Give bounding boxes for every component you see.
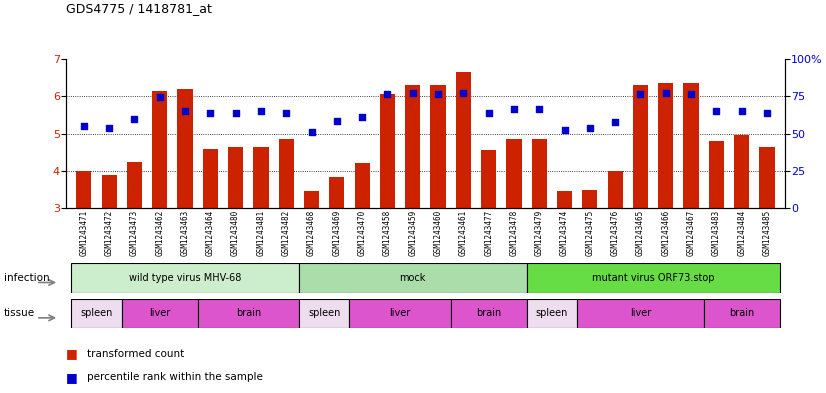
Text: brain: brain: [729, 309, 754, 318]
Bar: [71, 299, 121, 328]
Bar: [557, 191, 572, 208]
Bar: [299, 299, 349, 328]
Text: transformed count: transformed count: [87, 349, 184, 359]
Point: [355, 114, 368, 120]
Point: [406, 90, 420, 96]
Point: [457, 90, 470, 96]
Text: liver: liver: [149, 309, 170, 318]
Bar: [121, 299, 197, 328]
Point: [482, 110, 496, 116]
Text: mutant virus ORF73.stop: mutant virus ORF73.stop: [592, 273, 714, 283]
Point: [330, 118, 344, 124]
Bar: [633, 85, 648, 208]
Text: ■: ■: [66, 371, 78, 384]
Text: mock: mock: [400, 273, 426, 283]
Text: liver: liver: [630, 309, 651, 318]
Bar: [330, 176, 344, 208]
Bar: [102, 174, 116, 208]
Point: [229, 110, 242, 116]
Bar: [658, 83, 673, 208]
Point: [507, 106, 520, 112]
Point: [305, 129, 318, 135]
Text: brain: brain: [476, 309, 501, 318]
Bar: [608, 171, 623, 208]
Bar: [278, 139, 294, 208]
Text: GDS4775 / 1418781_at: GDS4775 / 1418781_at: [66, 2, 212, 15]
Bar: [582, 189, 597, 208]
Bar: [254, 147, 268, 208]
Bar: [152, 91, 168, 208]
Point: [178, 108, 192, 114]
Point: [609, 119, 622, 126]
Point: [533, 106, 546, 112]
Point: [659, 90, 672, 96]
Point: [204, 110, 217, 116]
Bar: [197, 299, 299, 328]
Bar: [304, 191, 319, 208]
Bar: [506, 139, 521, 208]
Point: [280, 110, 293, 116]
Bar: [451, 299, 527, 328]
Bar: [709, 141, 724, 208]
Bar: [299, 263, 527, 293]
Text: liver: liver: [390, 309, 411, 318]
Point: [102, 125, 116, 131]
Point: [153, 94, 166, 101]
Bar: [704, 299, 780, 328]
Bar: [76, 171, 92, 208]
Point: [77, 123, 90, 129]
Bar: [228, 147, 243, 208]
Bar: [734, 136, 749, 208]
Point: [381, 91, 394, 97]
Text: tissue: tissue: [4, 309, 36, 318]
Bar: [349, 299, 451, 328]
Bar: [683, 83, 699, 208]
Bar: [577, 299, 704, 328]
Point: [431, 91, 444, 97]
Text: spleen: spleen: [308, 309, 340, 318]
Text: spleen: spleen: [536, 309, 568, 318]
Text: brain: brain: [235, 309, 261, 318]
Point: [558, 127, 571, 133]
Bar: [527, 263, 780, 293]
Point: [583, 125, 596, 131]
Bar: [481, 151, 496, 208]
Point: [735, 108, 748, 114]
Bar: [380, 94, 395, 208]
Point: [685, 91, 698, 97]
Text: percentile rank within the sample: percentile rank within the sample: [87, 372, 263, 382]
Bar: [430, 85, 446, 208]
Text: wild type virus MHV-68: wild type virus MHV-68: [129, 273, 241, 283]
Bar: [456, 72, 471, 208]
Point: [128, 116, 141, 122]
Bar: [405, 85, 420, 208]
Bar: [71, 263, 299, 293]
Text: ■: ■: [66, 347, 78, 360]
Bar: [202, 149, 218, 208]
Bar: [354, 163, 370, 208]
Bar: [532, 139, 547, 208]
Bar: [178, 89, 192, 208]
Bar: [759, 147, 775, 208]
Text: infection: infection: [4, 273, 50, 283]
Bar: [527, 299, 577, 328]
Bar: [127, 162, 142, 208]
Point: [634, 91, 647, 97]
Text: spleen: spleen: [80, 309, 112, 318]
Point: [710, 108, 723, 114]
Point: [761, 110, 774, 116]
Point: [254, 108, 268, 114]
